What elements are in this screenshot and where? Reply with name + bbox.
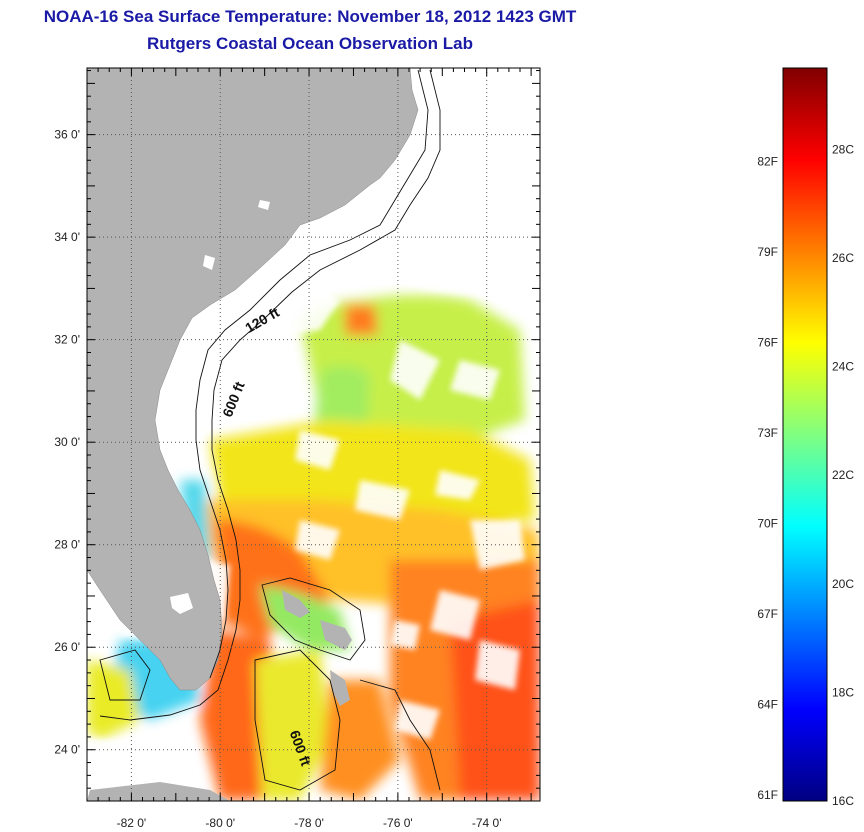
longitude-tick-label: -78 0' [294,816,324,830]
land-mass [87,68,419,691]
bathymetry-contours [99,69,441,791]
latitude-tick-label: 26 0' [54,640,80,654]
longitude-tick-label: -80 0' [205,816,235,830]
latitude-tick-label: 30 0' [54,435,80,449]
longitude-tick-label: -82 0' [117,816,147,830]
lakes [170,200,270,614]
longitude-tick-label: -74 0' [472,816,502,830]
latitude-tick-label: 36 0' [54,128,80,142]
map-title: NOAA-16 Sea Surface Temperature: Novembe… [43,7,577,26]
map-frame [86,67,541,802]
sst-field [87,220,540,800]
map-plot-area [87,68,540,801]
latitude-tick-label: 32 0' [54,333,80,347]
map-subtitle: Rutgers Coastal Ocean Observation Lab [147,34,473,53]
longitude-labels: -82 0' -80 0' -78 0' -76 0' -74 0' [117,816,502,830]
latitude-tick-label: 24 0' [54,743,80,757]
bahamas-island [330,670,350,706]
bahamas-island [320,620,352,650]
latitude-labels: 24 0' 26 0' 28 0' 30 0' 32 0' 34 0' 36 0' [54,128,80,757]
map-ticks [86,68,540,802]
bahamas-island [282,590,310,618]
longitude-tick-label: -76 0' [383,816,413,830]
latitude-tick-label: 34 0' [54,230,80,244]
cuba-coast [87,782,230,801]
latitude-tick-label: 28 0' [54,538,80,552]
